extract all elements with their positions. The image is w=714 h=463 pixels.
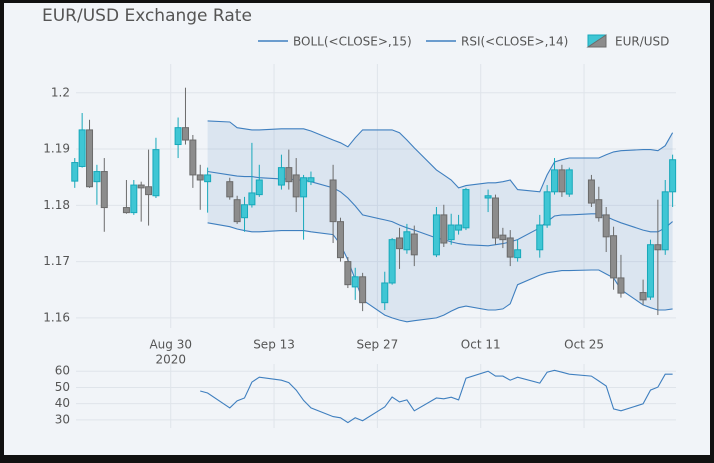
candle-body [388,239,396,284]
y-tick-label: 1.17 [43,254,70,268]
candle-body [558,169,566,193]
candle-body [646,244,654,298]
candle-body [71,162,79,182]
candle-body [403,231,411,251]
candle-body [100,171,108,209]
legend-label: BOLL(<CLOSE>,15) [293,35,412,49]
y-tick-label: 1.2 [51,85,70,99]
y-tick-label: 1.19 [43,142,70,156]
y-tick-label: 50 [55,380,70,394]
background [4,3,710,455]
candle-body [122,207,130,214]
candle-body [307,177,315,183]
y-tick-label: 40 [55,396,70,410]
candle-body [329,179,337,223]
candle-body [381,282,389,304]
candle-body [292,174,300,198]
x-tick-label: Oct 25 [564,338,604,352]
boll-upper [207,120,674,193]
candle-body [610,235,618,279]
legend-label: EUR/USD [615,35,669,49]
y-tick-label: 60 [55,364,70,378]
candle-body [536,224,544,251]
x-tick-label: Sep 13 [253,338,295,352]
candle-body [654,244,662,251]
candle-body [484,195,492,199]
candle-body [130,184,138,214]
candle-body [336,221,344,259]
candle-body [669,159,677,193]
boll-lower [207,222,673,323]
candle-body [440,214,448,244]
x-tick-label: Sep 27 [357,338,399,352]
candle-body [174,127,182,146]
candle-body [565,169,573,195]
candle-body [241,204,249,219]
y-tick-label: 1.18 [43,198,70,212]
candle-body [137,184,145,189]
candle-body [543,191,551,226]
candle-body [255,179,263,196]
candle-body [491,197,499,239]
candle-body [181,127,189,141]
candle-body [410,233,418,256]
candle-body [189,139,197,176]
legend-label: RSI(<CLOSE>,14) [461,35,568,49]
candle-body [432,214,440,256]
x-tick-label: Aug 30 [149,338,192,352]
candle-body [455,224,463,231]
boll-middle [207,170,673,247]
candle-body [152,149,160,197]
candle-body [93,171,101,183]
candle-body [447,224,455,241]
candle-body [196,174,204,181]
candle-body [639,292,647,301]
candle-body [233,199,241,223]
candle-body [285,167,293,183]
x-year-label: 2020 [155,353,186,367]
candle-body [595,199,603,219]
rsi-line [200,369,673,424]
candle-body [499,234,507,241]
candle-body [602,214,610,238]
candle-body [86,129,94,188]
candle-body [396,237,404,250]
candle-body [226,181,234,198]
chart-title: EUR/USD Exchange Rate [42,6,252,26]
candle-body [351,276,359,288]
candle-body [617,277,625,294]
candle-body [78,129,86,167]
candle-body [514,249,522,259]
y-tick-label: 1.16 [43,310,70,324]
legend-swatch [586,34,607,48]
x-tick-label: Oct 11 [461,338,501,352]
candle-body [551,169,559,193]
candle-body [300,177,308,198]
candle-body [661,191,669,251]
candle-body [359,276,367,304]
candle-body [204,174,212,183]
y-tick-label: 30 [55,412,70,426]
candle-body [462,189,470,229]
candle-body [145,186,153,196]
candle-body [277,167,285,186]
candle-body [587,179,595,204]
candle-body [248,192,256,206]
candle-body [506,237,514,258]
candle-body [344,261,352,286]
